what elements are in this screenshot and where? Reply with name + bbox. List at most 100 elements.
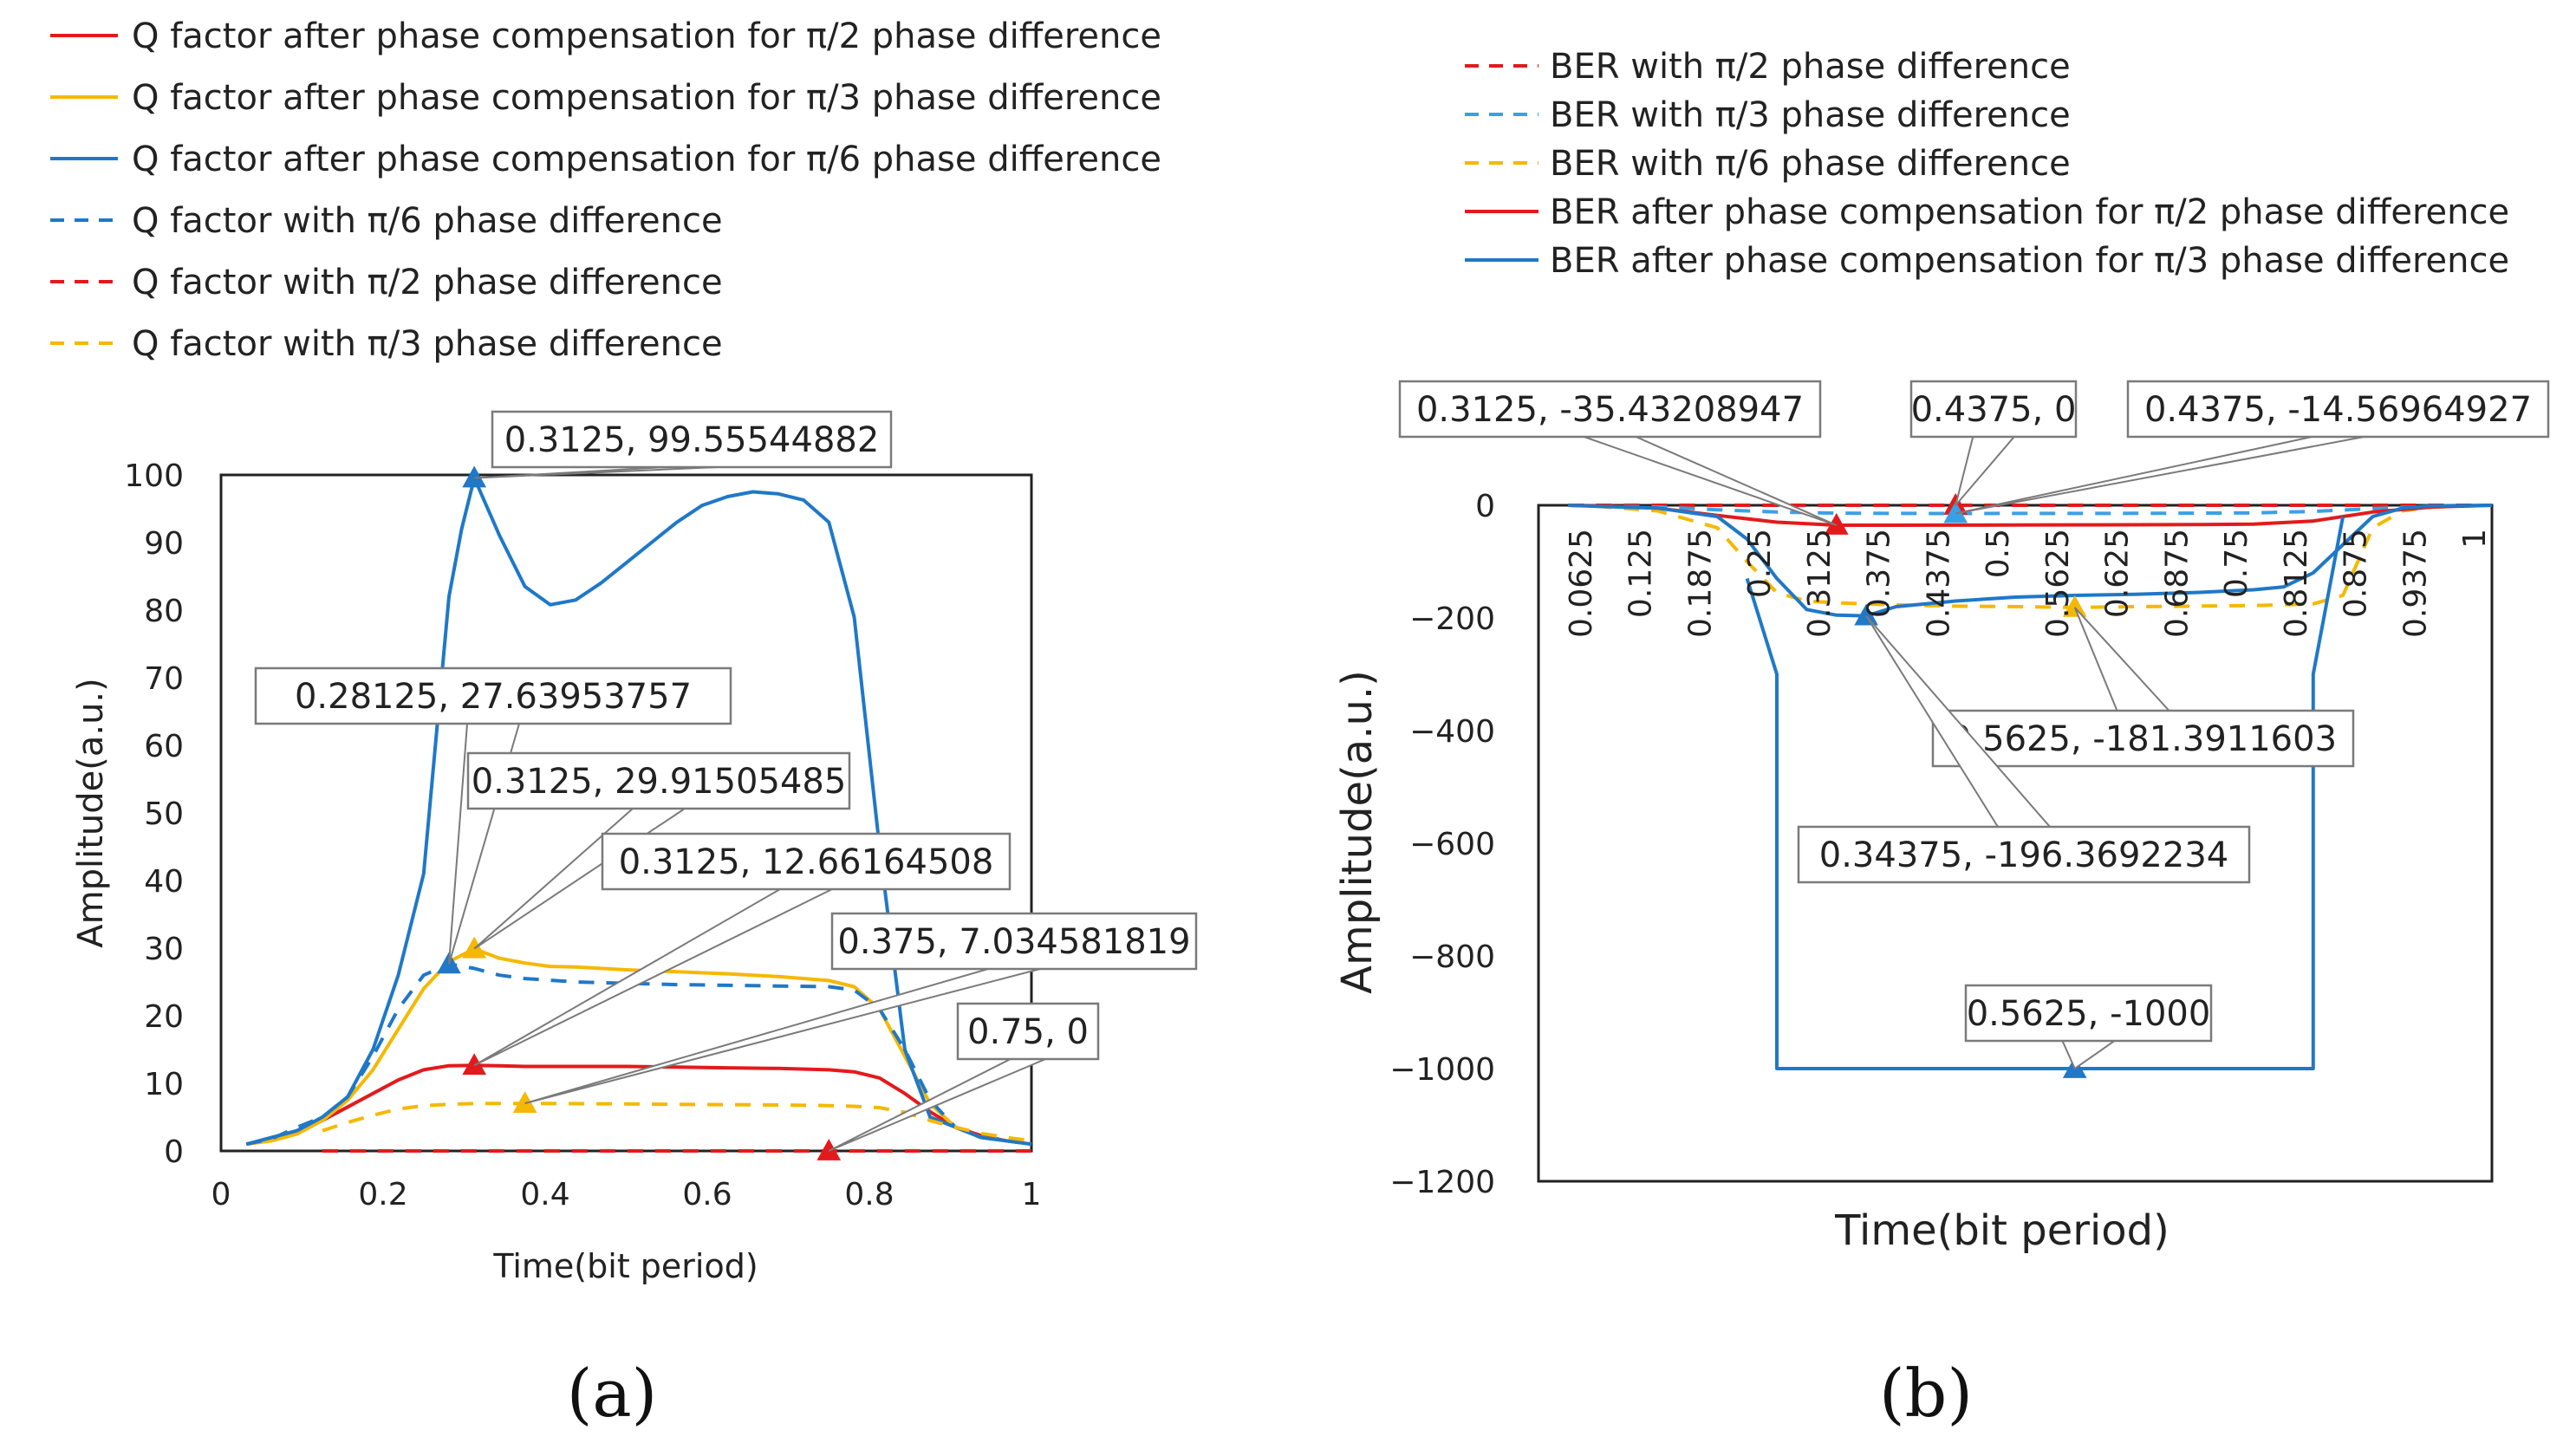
y-tick-label: 50	[144, 796, 184, 832]
x-tick-label: 0.0625	[1564, 529, 1599, 638]
x-tick-label: 0.375	[1862, 529, 1897, 618]
x-tick-label: 0.9375	[2397, 529, 2433, 638]
callout-label: 0.4375, -14.56964927	[2144, 390, 2532, 430]
data-point-marker	[1854, 603, 1878, 626]
callout-box	[1797, 825, 2251, 884]
legend-entry: Q factor after phase compensation for π/…	[132, 16, 1161, 56]
callout-box	[1909, 380, 2078, 439]
y-tick-label: 40	[144, 864, 184, 900]
chart-b: BER with π/2 phase difference BER with π/…	[1333, 47, 2550, 1432]
x-tick-label: 1	[1022, 1177, 1042, 1212]
callout-box	[830, 912, 1198, 971]
callout-label: 0.3125, 12.66164508	[619, 842, 994, 882]
y-tick-label: 30	[144, 932, 184, 967]
callout-box	[956, 1002, 1100, 1061]
x-tick-label: 0.1875	[1682, 529, 1718, 638]
callout-leader	[1584, 436, 1838, 526]
chart-a: Q factor after phase compensation for π/…	[50, 16, 1198, 1432]
series-line	[1568, 504, 2493, 516]
x-tick-label: 0.75	[2219, 529, 2254, 598]
callout-leader	[474, 466, 719, 479]
series-line	[1568, 504, 2493, 618]
data-point-marker	[2062, 595, 2087, 617]
x-tick-label: 0.2	[358, 1177, 407, 1212]
chart-b-legend: BER with π/2 phase difference BER with π/…	[1465, 47, 2509, 281]
y-tick-label: 80	[144, 594, 184, 629]
y-tick-label: −1200	[1389, 1165, 1495, 1200]
y-tick-label: 70	[144, 661, 184, 697]
callout-label: 0.5625, -1000	[1967, 994, 2211, 1034]
callout-label: 0.3125, 99.55544882	[504, 420, 880, 460]
x-tick-label: 0.125	[1623, 529, 1659, 618]
chart-a-y-axis-title: Amplitude(a.u.)	[71, 678, 111, 947]
y-tick-label: 100	[124, 458, 184, 494]
data-point-marker	[462, 1053, 487, 1076]
callout-box	[491, 410, 893, 469]
legend-entry: BER after phase compensation for π/2 pha…	[1550, 192, 2509, 232]
y-tick-label: 60	[144, 729, 184, 764]
chart-b-callouts: 0.3125, -35.43208947 0.4375, 0 0.4375, -14…	[1398, 380, 2550, 1070]
callout-box	[2126, 380, 2550, 439]
x-tick-label: 0.25	[1742, 529, 1778, 598]
series-line	[322, 1102, 1032, 1143]
x-tick-label: 0	[211, 1177, 231, 1212]
y-tick-label: −200	[1409, 601, 1495, 637]
x-tick-label: 0.625	[2100, 529, 2136, 618]
y-tick-label: −1000	[1389, 1052, 1495, 1088]
y-tick-label: −800	[1409, 939, 1495, 975]
x-tick-label: 0.8125	[2279, 529, 2314, 638]
callout-label: 0.4375, 0	[1911, 390, 2077, 430]
chart-b-x-axis-title: Time(bit period)	[1834, 1206, 2169, 1255]
callout-box	[254, 666, 732, 725]
callout-leader	[1955, 436, 2016, 506]
callout-label: 0.34375, -196.3692234	[1819, 835, 2228, 875]
series-line	[245, 962, 1032, 1147]
callout-leader	[2060, 1040, 2117, 1070]
legend-entry: Q factor with π/3 phase difference	[132, 324, 723, 364]
series-line	[1745, 516, 2345, 1070]
chart-a-panel-label: (a)	[567, 1355, 658, 1432]
y-tick-label: −600	[1409, 827, 1495, 862]
chart-a-legend: Q factor after phase compensation for π/…	[50, 16, 1161, 364]
y-tick-label: 10	[144, 1067, 184, 1102]
x-tick-label: 0.5	[1981, 529, 2016, 578]
series-line	[1568, 504, 2493, 609]
legend-entry: Q factor with π/6 phase difference	[132, 201, 723, 241]
chart-a-ticks: 0 10 20 30 40 50 60 70 80 90 100 0 0.2 0.4 0.6 0.8 1	[124, 458, 1041, 1212]
x-tick-label: 0.4375	[1921, 529, 1956, 638]
legend-entry: BER with π/3 phase difference	[1550, 95, 2071, 135]
callout-label: 0.3125, -35.43208947	[1416, 390, 1804, 430]
series-line	[245, 946, 1032, 1147]
chart-a-x-axis-title: Time(bit period)	[492, 1247, 758, 1285]
x-tick-label: 0.5625	[2040, 529, 2076, 638]
callout-label: 0.5625, -181.3911603	[1949, 719, 2337, 759]
callout-box	[601, 832, 1012, 891]
y-tick-label: 20	[144, 999, 184, 1035]
x-tick-label: 0.6	[682, 1177, 732, 1212]
x-tick-label: 1	[2457, 529, 2493, 549]
chart-a-series	[245, 476, 1032, 1153]
chart-a-callouts: 0.3125, 99.55544882 0.28125, 27.63953757 0…	[254, 410, 1198, 1152]
callout-box	[1964, 984, 2213, 1043]
x-tick-label: 0.3125	[1802, 529, 1838, 638]
y-tick-label: −400	[1409, 714, 1495, 750]
callout-box	[1398, 380, 1822, 439]
chart-b-y-axis-title: Amplitude(a.u.)	[1333, 670, 1382, 994]
callout-box	[1931, 709, 2355, 768]
chart-b-ticks: 0 −200 −400 −600 −800 −1000 −1200 0.0625 0.125 0.…	[1389, 489, 2493, 1200]
chart-a-plot-frame	[219, 473, 1033, 1153]
y-tick-label: 0	[164, 1134, 184, 1170]
legend-entry: Q factor after phase compensation for π/…	[132, 78, 1161, 118]
y-tick-label: 90	[144, 526, 184, 562]
callout-label: 0.28125, 27.63953757	[295, 677, 692, 717]
y-tick-label: 0	[1475, 489, 1495, 524]
chart-b-markers	[1824, 492, 2087, 1078]
legend-entry: BER with π/2 phase difference	[1550, 47, 2071, 87]
legend-entry: BER after phase compensation for π/3 pha…	[1550, 241, 2509, 281]
callout-label: 0.375, 7.034581819	[837, 922, 1190, 962]
legend-entry: Q factor after phase compensation for π/…	[132, 140, 1161, 179]
series-line	[245, 476, 1032, 1147]
x-tick-label: 0.6875	[2159, 529, 2195, 638]
x-tick-label: 0.4	[520, 1177, 569, 1212]
